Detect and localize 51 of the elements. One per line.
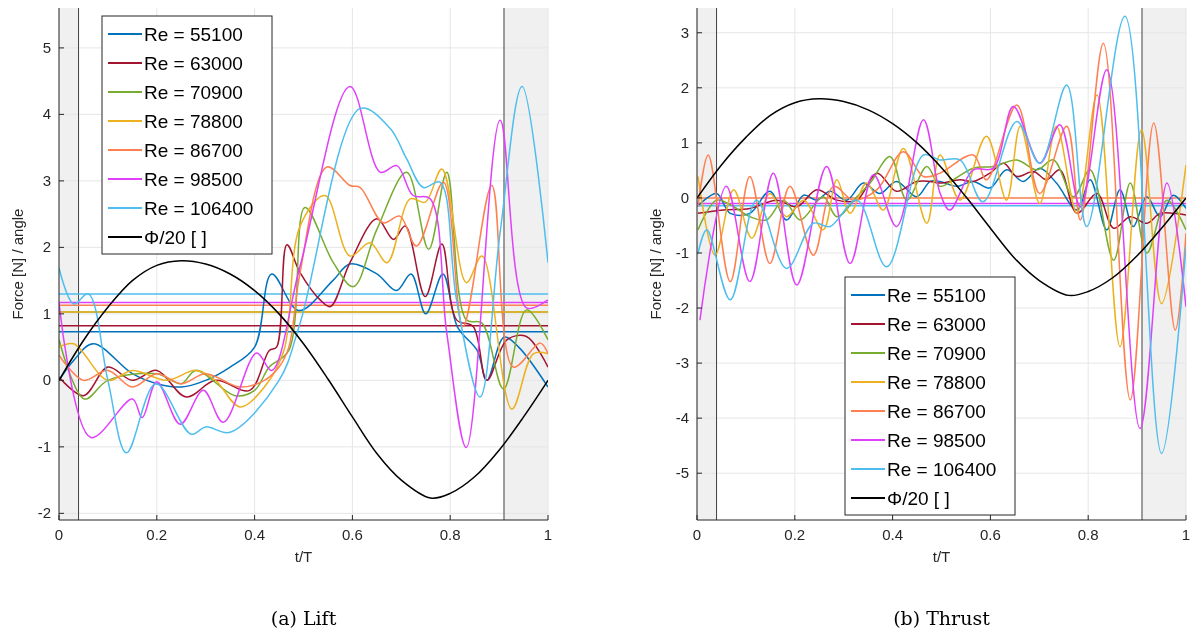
legend-label: Re = 106400 xyxy=(144,198,254,219)
x-tick-label: 0.2 xyxy=(784,526,806,543)
legend-label: Re = 63000 xyxy=(144,53,243,74)
y-axis-title: Force [N] / angle xyxy=(9,208,26,320)
y-tick-label: -5 xyxy=(675,464,689,482)
y-tick-label: 0 xyxy=(680,188,689,206)
y-axis-title: Force [N] / angle xyxy=(647,208,664,320)
y-tick-label: -1 xyxy=(37,437,51,455)
legend-label: Re = 70900 xyxy=(144,82,243,103)
x-axis-title: t/T xyxy=(294,548,313,565)
y-tick-label: -2 xyxy=(675,299,689,317)
x-tick-label: 1 xyxy=(543,526,553,543)
y-tick-label: 1 xyxy=(42,304,51,322)
y-tick-label: 3 xyxy=(42,171,51,189)
x-tick-label: 0.4 xyxy=(882,526,904,543)
y-tick-label: 5 xyxy=(42,38,51,56)
x-tick-label: 0.6 xyxy=(341,526,363,543)
legend-label: Re = 106400 xyxy=(887,459,997,480)
legend-label: Re = 63000 xyxy=(887,314,986,335)
text: (b) Thrust xyxy=(893,607,991,629)
legend-label: Re = 78800 xyxy=(887,372,986,393)
y-tick-label: 2 xyxy=(42,238,51,256)
legend-label: Re = 78800 xyxy=(144,111,243,132)
legend-label: Re = 55100 xyxy=(887,285,986,306)
text: (a) Lift xyxy=(270,607,337,629)
x-tick-label: 0.8 xyxy=(439,526,461,543)
y-tick-label: -2 xyxy=(37,504,51,522)
x-tick-label: 0.8 xyxy=(1077,526,1099,543)
legend-label: Re = 86700 xyxy=(144,140,243,161)
x-tick-label: 0 xyxy=(54,526,64,543)
legend-label: Re = 98500 xyxy=(887,430,986,451)
y-tick-label: 2 xyxy=(680,78,689,96)
x-tick-label: 1 xyxy=(1181,526,1191,543)
x-tick-label: 0 xyxy=(692,526,702,543)
legend-label: Φ/20 [ ] xyxy=(144,227,207,248)
y-tick-label: 1 xyxy=(680,133,689,151)
legend-label: Re = 86700 xyxy=(887,401,986,422)
x-axis-title: t/T xyxy=(932,548,951,565)
x-tick-label: 0.6 xyxy=(979,526,1001,543)
y-tick-label: -4 xyxy=(675,409,689,427)
y-tick-label: 3 xyxy=(680,23,689,41)
legend-label: Re = 55100 xyxy=(144,24,243,45)
legend-label: Re = 98500 xyxy=(144,169,243,190)
y-tick-label: -1 xyxy=(675,243,689,261)
y-tick-label: 4 xyxy=(42,105,51,123)
y-tick-label: 0 xyxy=(42,371,51,389)
legend-label: Φ/20 [ ] xyxy=(887,488,950,509)
x-tick-label: 0.4 xyxy=(244,526,266,543)
y-tick-label: -3 xyxy=(675,354,689,372)
x-tick-label: 0.2 xyxy=(146,526,168,543)
legend-label: Re = 70900 xyxy=(887,343,986,364)
